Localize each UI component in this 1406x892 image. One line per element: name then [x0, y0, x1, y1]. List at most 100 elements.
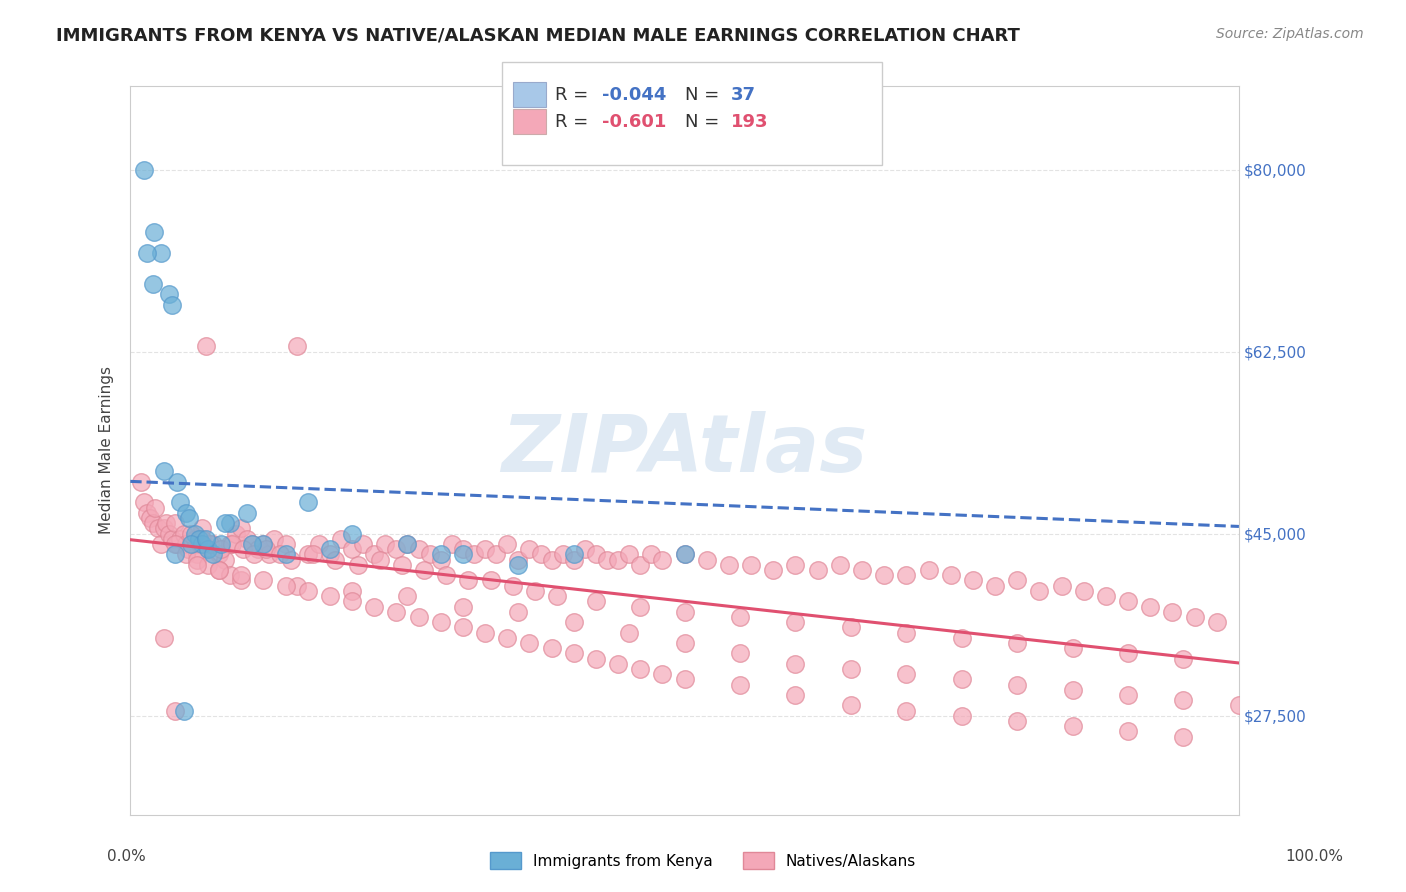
Point: [146, 521, 169, 535]
Point: [385, 605, 408, 619]
Point: [219, 568, 242, 582]
Point: [585, 548, 607, 562]
Point: [673, 548, 696, 562]
Point: [162, 532, 184, 546]
Point: [254, 542, 277, 557]
Point: [136, 245, 159, 260]
Point: [562, 615, 585, 629]
Point: [1062, 641, 1084, 656]
Point: [330, 532, 353, 546]
Point: [640, 548, 662, 562]
Point: [628, 558, 651, 572]
Point: [1073, 583, 1095, 598]
Point: [396, 589, 419, 603]
Point: [177, 511, 200, 525]
Point: [269, 548, 291, 562]
Point: [152, 464, 174, 478]
Point: [508, 558, 530, 572]
Point: [352, 537, 374, 551]
Point: [169, 532, 191, 546]
Point: [451, 599, 474, 614]
Point: [451, 542, 474, 557]
Point: [219, 537, 242, 551]
Point: [132, 495, 155, 509]
Point: [232, 542, 254, 557]
Point: [508, 605, 530, 619]
Point: [962, 574, 984, 588]
Point: [1005, 636, 1028, 650]
Point: [162, 298, 184, 312]
Point: [1005, 574, 1028, 588]
Point: [235, 532, 257, 546]
Point: [391, 558, 413, 572]
Point: [496, 537, 519, 551]
Text: N =: N =: [685, 113, 724, 131]
Point: [596, 552, 619, 566]
Point: [319, 542, 342, 557]
Point: [202, 548, 225, 562]
Point: [1005, 714, 1028, 728]
Point: [851, 563, 873, 577]
Point: [240, 537, 263, 551]
Point: [950, 708, 973, 723]
Point: [136, 506, 159, 520]
Point: [519, 542, 541, 557]
Point: [434, 568, 457, 582]
Point: [302, 548, 325, 562]
Point: [194, 532, 217, 546]
Point: [740, 558, 762, 572]
Point: [274, 537, 297, 551]
Point: [1062, 682, 1084, 697]
Point: [150, 245, 173, 260]
Point: [474, 542, 496, 557]
Point: [142, 225, 165, 239]
Point: [368, 552, 391, 566]
Point: [174, 548, 197, 562]
Point: [340, 594, 363, 608]
Point: [696, 552, 718, 566]
Point: [163, 537, 186, 551]
Point: [240, 537, 263, 551]
Point: [917, 563, 939, 577]
Text: N =: N =: [685, 87, 724, 104]
Point: [274, 579, 297, 593]
Point: [186, 548, 208, 562]
Point: [325, 552, 347, 566]
Point: [950, 673, 973, 687]
Point: [429, 548, 451, 562]
Point: [408, 610, 430, 624]
Point: [785, 615, 807, 629]
Point: [1050, 579, 1073, 593]
Point: [496, 631, 519, 645]
Point: [166, 537, 188, 551]
Point: [231, 574, 253, 588]
Point: [839, 698, 862, 713]
Text: Source: ZipAtlas.com: Source: ZipAtlas.com: [1216, 27, 1364, 41]
Point: [562, 548, 585, 562]
Point: [1161, 605, 1184, 619]
Point: [194, 339, 217, 353]
Point: [177, 542, 200, 557]
Point: [157, 287, 180, 301]
Text: -0.601: -0.601: [602, 113, 666, 131]
Point: [180, 537, 202, 551]
Point: [340, 583, 363, 598]
Point: [214, 516, 236, 531]
Point: [132, 162, 155, 177]
Point: [1005, 677, 1028, 691]
Point: [208, 563, 231, 577]
Point: [651, 667, 673, 681]
Point: [221, 537, 243, 551]
Point: [235, 506, 257, 520]
Point: [673, 548, 696, 562]
Point: [519, 636, 541, 650]
Point: [225, 526, 247, 541]
Text: 0.0%: 0.0%: [107, 849, 146, 863]
Point: [191, 537, 214, 551]
Point: [551, 548, 574, 562]
Point: [285, 339, 308, 353]
Text: R =: R =: [555, 87, 595, 104]
Point: [243, 548, 266, 562]
Point: [1116, 724, 1139, 739]
Point: [209, 542, 232, 557]
